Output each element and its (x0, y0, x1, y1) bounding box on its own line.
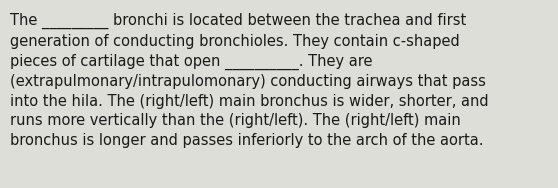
Text: The _________ bronchi is located between the trachea and first
generation of con: The _________ bronchi is located between… (10, 13, 489, 148)
